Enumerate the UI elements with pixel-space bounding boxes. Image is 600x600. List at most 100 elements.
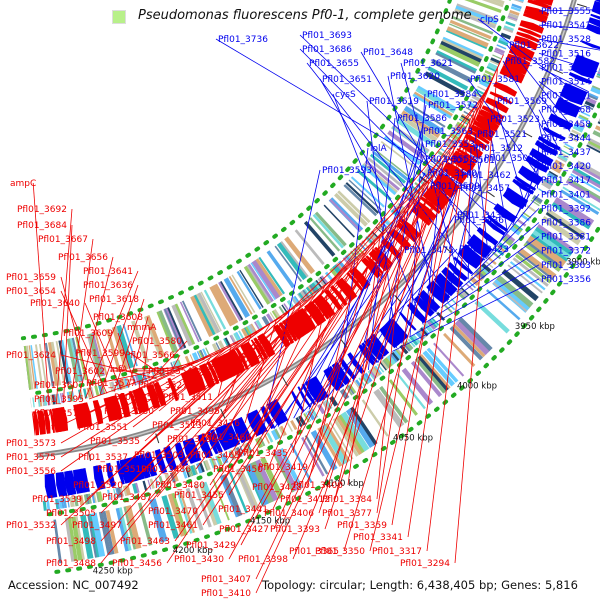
forward-gene-label: Pfl01_3444 [541,134,591,144]
reverse-gene-leader [99,284,139,396]
cog-feature [23,345,32,390]
cog-feature [329,198,362,232]
forward-gene-leader [392,278,540,352]
reverse-gene [493,84,516,97]
reverse-gene-label: Pfl01_3495 [170,407,220,417]
cog-feature [596,73,600,77]
reverse-gene-label: Pfl01_3624 [6,351,56,361]
forward-gene-label: Pfl01_3552 [425,155,475,165]
cog-feature [490,0,505,5]
forward-gene-label: Pfl01_3509 [430,182,480,192]
cog-feature [476,267,488,278]
cog-feature [448,23,491,42]
reverse-gene-label: Pfl01_3640 [30,299,80,309]
cog-feature [475,88,486,96]
cog-feature [507,15,518,21]
cog-feature [568,135,578,143]
reverse-gene-label: Pfl01_3455 [174,491,224,501]
cog-feature [523,242,561,272]
reverse-gene-leader [369,107,478,552]
cog-feature [383,135,421,166]
forward-gene [44,474,50,499]
forward-gene-leader [537,137,540,189]
reverse-gene-leader [32,182,50,406]
forward-gene-leader [485,194,540,260]
cog-feature [570,132,580,139]
cog-feature [228,275,253,315]
forward-gene-leader [424,159,444,324]
cog-feature [83,494,88,505]
reverse-gene-leader [117,332,136,386]
reverse-gene-leader [149,340,188,382]
forward-gene [119,459,129,484]
cog-feature [131,320,150,364]
reverse-gene-leader [228,81,492,560]
cog-feature [404,340,414,351]
reverse-gene-leader [84,270,139,399]
cog-feature [248,324,256,335]
forward-gene [93,465,103,490]
reverse-gene-leader [129,352,164,377]
reverse-gene-label: Pfl01_3692 [17,205,67,215]
cog-feature [458,288,469,299]
cog-feature [407,338,416,348]
reverse-gene-leader [60,175,434,526]
cog-feature [580,111,591,117]
cog-feature [286,422,293,432]
cog-feature [532,196,543,205]
reverse-gene [148,384,161,409]
cog-feature [86,334,99,378]
reverse-gene-label: Pfl01_3556 [6,467,56,477]
cog-feature [185,467,190,478]
reverse-gene-label: Pfl01_3428 [252,483,302,493]
cog-feature [167,493,185,537]
cog-feature [498,37,510,44]
forward-gene [266,402,282,426]
cog-feature [295,417,303,428]
cog-feature [570,173,600,193]
reverse-gene-label: Pfl01_3530 [104,407,154,417]
reverse-gene [73,404,83,429]
forward-gene-leader [446,157,483,302]
cog-feature [228,471,248,514]
reverse-gene-label: Pfl01_3580 [132,337,182,347]
forward-gene-label: Pfl01_3401 [541,190,591,200]
cog-feature [262,315,271,326]
cog-feature [145,315,166,358]
cog-feature [438,44,481,67]
cog-feature [78,495,85,506]
reverse-gene [180,371,195,396]
cog-feature [188,466,194,477]
forward-gene-leader [300,248,458,415]
forward-gene [543,126,566,141]
reverse-gene-label: Pfl01_3419 [258,463,308,473]
forward-gene [447,261,469,282]
reverse-gene [132,389,145,414]
forward-gene-label: Pfl01_3528 [541,35,591,45]
reverse-gene-label: aat [40,423,55,433]
cog-feature [597,121,600,125]
cog-feature [448,135,458,142]
reverse-gene [312,298,330,320]
reverse-gene-label: Pfl01_3406 [264,509,314,519]
cog-feature [590,86,600,95]
forward-gene [301,383,317,406]
reverse-gene [92,400,101,425]
forward-gene-label: cysS [335,90,356,100]
cog-feature [374,149,410,178]
cog-feature [272,309,281,320]
cog-feature [407,102,446,128]
reverse-gene [253,337,268,360]
cog-feature [410,360,443,398]
cog-feature [60,339,72,384]
cog-feature [73,495,79,507]
cog-feature [507,264,543,294]
reverse-gene [346,272,364,293]
cog-feature [546,172,558,181]
reverse-gene [273,325,289,348]
cog-feature [486,289,521,321]
reverse-gene [432,178,456,199]
reverse-gene-label: Pfl01_3350 [315,547,365,557]
cog-feature [245,463,269,507]
cog-feature [147,479,152,490]
